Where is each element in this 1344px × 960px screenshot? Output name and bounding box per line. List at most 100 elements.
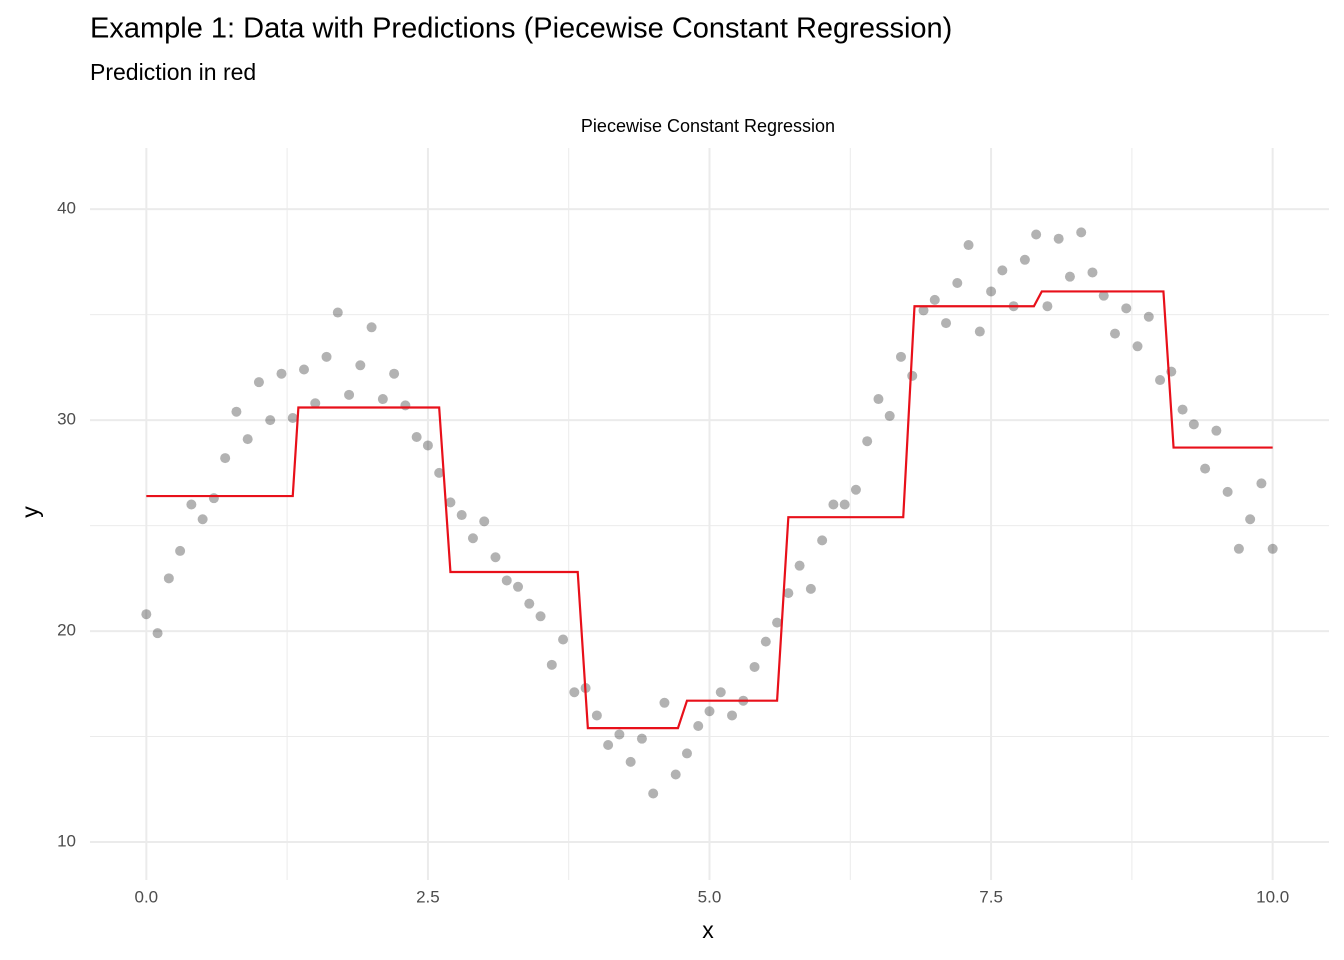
data-point: [377, 394, 388, 405]
data-point: [839, 499, 850, 510]
data-point: [828, 499, 839, 510]
panel-title: Piecewise Constant Regression: [581, 116, 835, 136]
data-point: [253, 377, 264, 388]
data-point: [1076, 227, 1087, 238]
data-point: [648, 788, 659, 799]
data-point: [265, 415, 276, 426]
data-point: [929, 294, 940, 305]
data-point: [805, 583, 816, 594]
data-point: [175, 545, 186, 556]
data-point: [974, 326, 985, 337]
data-point: [456, 510, 467, 521]
data-point: [366, 322, 377, 333]
data-point: [997, 265, 1008, 276]
data-point: [1053, 233, 1064, 244]
data-point: [479, 516, 490, 527]
data-point: [783, 588, 794, 599]
data-point: [332, 307, 343, 318]
data-point: [1222, 486, 1233, 497]
data-point: [445, 497, 456, 508]
x-tick-label: 10.0: [1256, 887, 1289, 906]
data-point: [524, 598, 535, 609]
data-point: [546, 659, 557, 670]
prediction-line: [146, 290, 1273, 730]
x-tick-label: 2.5: [416, 887, 440, 906]
data-point: [614, 729, 625, 740]
y-tick-label: 30: [57, 410, 76, 429]
data-point: [1177, 404, 1188, 415]
data-point: [400, 400, 411, 411]
data-point: [850, 484, 861, 495]
data-point: [197, 514, 208, 525]
data-point: [1267, 543, 1278, 554]
data-point: [1132, 341, 1143, 352]
data-point: [163, 573, 174, 584]
data-point: [907, 370, 918, 381]
data-point: [952, 278, 963, 289]
y-axis-label: y: [17, 506, 43, 518]
data-point: [1256, 478, 1267, 489]
data-point: [659, 697, 670, 708]
data-point: [670, 769, 681, 780]
data-point: [681, 748, 692, 759]
data-point: [231, 406, 242, 417]
data-point: [1121, 303, 1132, 314]
data-point: [749, 661, 760, 672]
data-point: [873, 394, 884, 405]
data-point: [1019, 254, 1030, 265]
data-point: [558, 634, 569, 645]
data-point: [186, 499, 197, 510]
y-tick-label: 20: [57, 621, 76, 640]
data-point: [1188, 419, 1199, 430]
data-point: [1245, 514, 1256, 525]
data-point: [772, 617, 783, 628]
data-point: [1042, 301, 1053, 312]
data-point: [727, 710, 738, 721]
data-point: [986, 286, 997, 297]
data-point: [591, 710, 602, 721]
chart-title: Example 1: Data with Predictions (Piecew…: [90, 13, 952, 45]
data-point: [467, 533, 478, 544]
chart-subtitle: Prediction in red: [90, 59, 256, 85]
data-point: [535, 611, 546, 622]
y-tick-label: 40: [57, 199, 76, 218]
data-point: [422, 440, 433, 451]
data-point: [704, 706, 715, 717]
data-point: [1064, 271, 1075, 282]
data-point: [411, 432, 422, 443]
data-point: [941, 318, 952, 329]
data-point: [963, 240, 974, 251]
data-point: [1087, 267, 1098, 278]
data-point: [1031, 229, 1042, 240]
x-tick-label: 0.0: [134, 887, 158, 906]
data-point: [321, 351, 332, 362]
data-point: [625, 756, 636, 767]
data-point: [310, 398, 321, 409]
data-point: [1155, 375, 1166, 386]
data-point: [501, 575, 512, 586]
data-point: [918, 305, 929, 316]
data-point: [895, 351, 906, 362]
data-point: [1098, 290, 1109, 301]
data-point: [760, 636, 771, 647]
data-point: [862, 436, 873, 447]
data-point: [242, 434, 253, 445]
data-point: [389, 368, 400, 379]
data-point: [220, 453, 231, 464]
y-tick-label: 10: [57, 832, 76, 851]
x-tick-label: 7.5: [979, 887, 1003, 906]
data-point: [276, 368, 287, 379]
data-point: [513, 581, 524, 592]
data-point: [152, 628, 163, 639]
data-point: [299, 364, 310, 375]
x-axis-label: x: [702, 917, 714, 943]
data-point: [287, 413, 298, 424]
data-point: [1109, 328, 1120, 339]
data-point: [355, 360, 366, 371]
data-point: [141, 609, 152, 620]
data-point: [344, 389, 355, 400]
data-point: [208, 493, 219, 504]
data-point: [884, 410, 895, 421]
x-tick-label: 5.0: [698, 887, 722, 906]
